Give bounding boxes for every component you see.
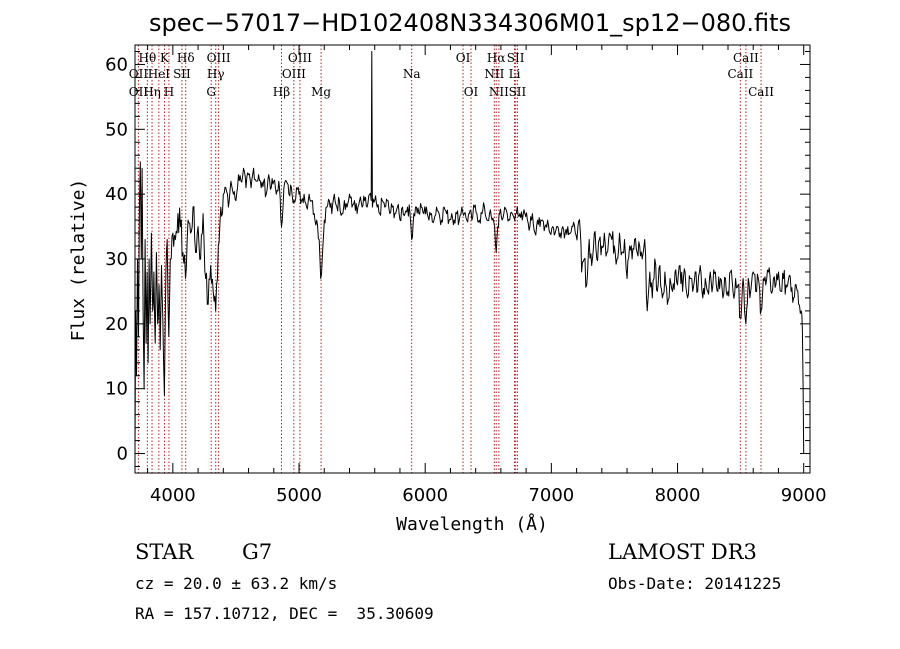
y-tick-label: 0 bbox=[117, 444, 128, 465]
line-label: OII bbox=[129, 85, 149, 99]
y-tick-label: 10 bbox=[105, 379, 128, 400]
x-tick-label: 7000 bbox=[528, 485, 574, 506]
line-label: Hθ bbox=[139, 51, 157, 65]
line-label: Hδ bbox=[177, 51, 195, 65]
y-tick-label: 40 bbox=[105, 184, 128, 205]
plot-frame bbox=[134, 44, 811, 474]
line-label: OIII bbox=[288, 51, 312, 65]
line-label: CaII bbox=[733, 51, 759, 65]
x-tick-label: 6000 bbox=[402, 485, 448, 506]
x-axis-label: Wavelength (Å) bbox=[396, 513, 548, 535]
line-label: OIII bbox=[282, 67, 306, 81]
line-label: OIII bbox=[207, 51, 231, 65]
flux-series bbox=[134, 51, 805, 454]
line-label: Hα bbox=[487, 51, 506, 65]
y-tick-label: 50 bbox=[105, 119, 128, 140]
chart-title: spec−57017−HD102408N334306M01_sp12−080.f… bbox=[149, 9, 791, 37]
line-label: Na bbox=[403, 67, 421, 81]
emission-line-markers bbox=[137, 45, 762, 473]
x-tick-label: 4000 bbox=[150, 485, 196, 506]
line-label: OI bbox=[464, 85, 479, 99]
line-label: OII bbox=[129, 67, 149, 81]
line-label: K bbox=[160, 51, 170, 65]
line-label: Hγ bbox=[207, 67, 225, 81]
y-axis-label: Flux (relative) bbox=[68, 179, 89, 342]
line-label: G bbox=[206, 85, 216, 99]
line-label: NII bbox=[484, 67, 504, 81]
survey-name: LAMOST DR3 bbox=[608, 540, 757, 564]
line-label: Mg bbox=[311, 85, 331, 99]
axis-ticks: 4000 5000 6000 7000 8000 9000 0 10 20 30 40 50 60 bbox=[105, 45, 827, 506]
coordinates-text: RA = 157.10712, DEC = 35.30609 bbox=[135, 604, 434, 623]
obs-date: Obs-Date: 20141225 bbox=[608, 574, 782, 593]
line-label: SII bbox=[173, 67, 191, 81]
x-tick-label: 5000 bbox=[276, 485, 322, 506]
y-tick-label: 30 bbox=[105, 249, 128, 270]
y-tick-label: 20 bbox=[105, 314, 128, 335]
line-label: Hβ bbox=[273, 85, 290, 99]
y-tick-label: 60 bbox=[105, 54, 128, 75]
line-label: HeI bbox=[148, 67, 171, 81]
redshift-text: cz = 20.0 ± 63.2 km/s bbox=[135, 574, 338, 593]
line-label: CaII bbox=[748, 85, 774, 99]
line-label: CaII bbox=[727, 67, 753, 81]
object-class: STAR bbox=[135, 540, 194, 564]
line-label: Li bbox=[509, 67, 521, 81]
x-tick-label: 8000 bbox=[655, 485, 701, 506]
line-label: Hη bbox=[143, 85, 161, 99]
x-tick-label: 9000 bbox=[781, 485, 827, 506]
line-label: SII bbox=[507, 51, 525, 65]
line-label: OI bbox=[456, 51, 471, 65]
object-subclass: G7 bbox=[242, 540, 273, 564]
line-label: SII bbox=[509, 85, 527, 99]
line-label: NII bbox=[489, 85, 509, 99]
line-label: H bbox=[164, 85, 174, 99]
flux-line bbox=[134, 51, 805, 454]
